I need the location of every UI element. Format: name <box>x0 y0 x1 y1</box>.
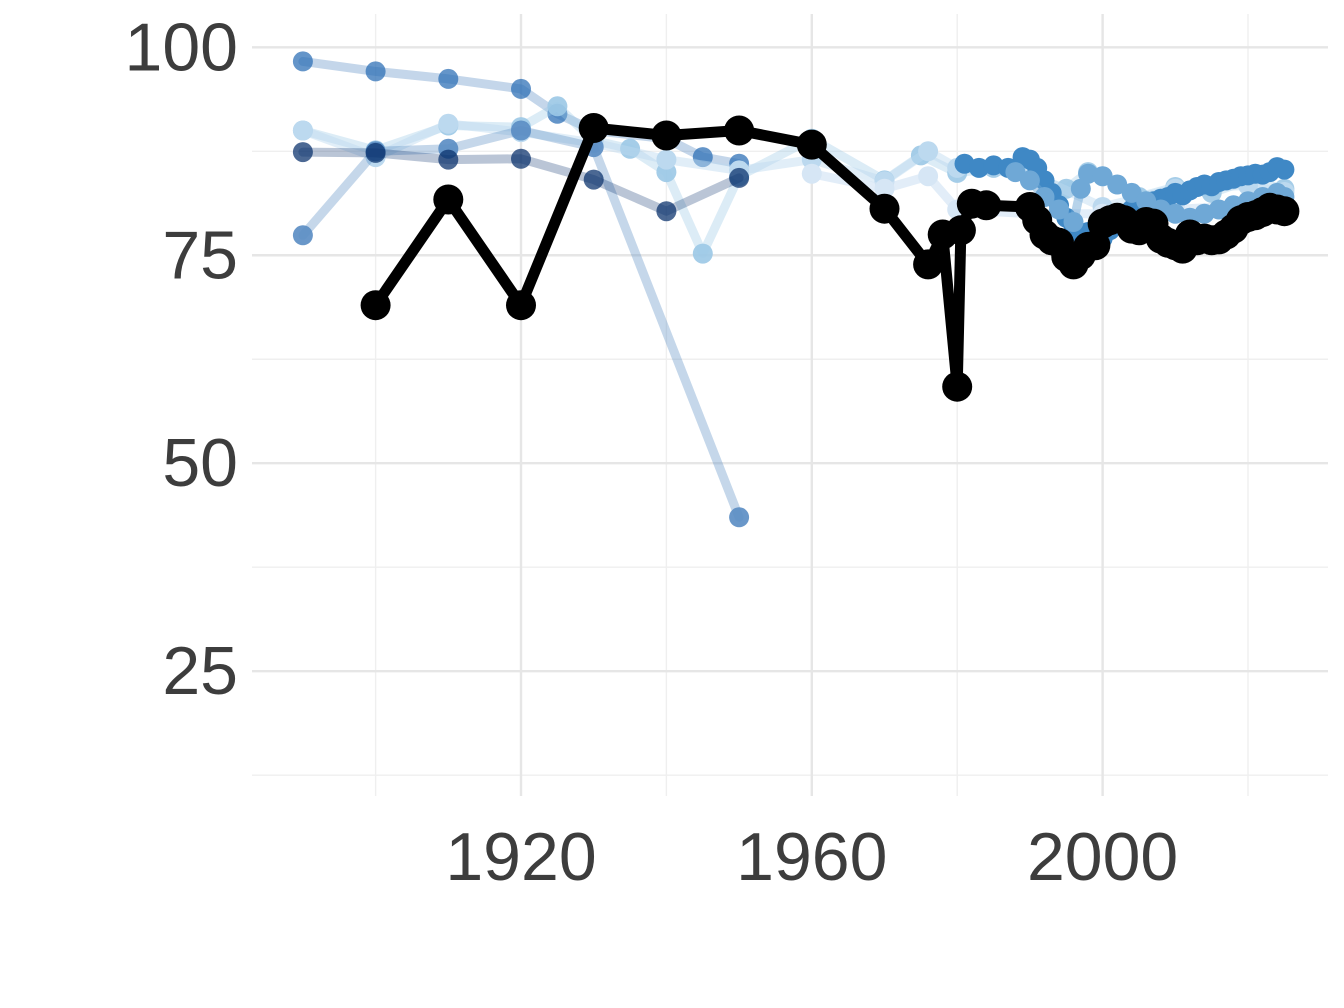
data-point <box>651 120 682 151</box>
data-point <box>506 290 536 321</box>
x-tick-label: 1960 <box>736 819 887 895</box>
data-point <box>1019 170 1040 191</box>
data-point <box>360 290 391 321</box>
axis-labels: 25 50 75 100 1920 1960 2000 <box>125 9 1179 895</box>
data-point <box>438 149 459 170</box>
data-point <box>874 178 895 199</box>
y-tick-label: 75 <box>162 217 238 293</box>
data-point <box>869 193 900 224</box>
data-point <box>913 249 944 280</box>
data-point <box>692 147 713 168</box>
y-tick-label: 100 <box>125 9 238 85</box>
data-point <box>945 215 976 246</box>
grid <box>252 14 1328 796</box>
data-point <box>729 167 750 188</box>
data-point <box>1274 159 1295 180</box>
x-tick-label: 1920 <box>445 819 596 895</box>
data-point <box>578 113 609 143</box>
data-point <box>511 78 531 99</box>
y-tick-label: 25 <box>162 633 238 709</box>
highlight-series <box>360 113 1300 402</box>
data-point <box>971 190 1002 221</box>
series-layer <box>292 51 1300 528</box>
series-8 <box>1005 162 1295 232</box>
data-point <box>583 169 604 190</box>
series-5 <box>292 142 750 222</box>
data-point <box>692 243 713 264</box>
data-point <box>656 149 677 170</box>
data-point <box>1136 191 1157 212</box>
data-point <box>547 96 568 117</box>
data-point <box>801 163 822 184</box>
data-point <box>433 184 464 215</box>
data-point <box>1269 196 1300 227</box>
x-tick-label: 2000 <box>1027 819 1178 895</box>
data-point <box>729 507 750 528</box>
data-point <box>918 141 939 162</box>
series-line <box>298 126 744 522</box>
series-line <box>370 122 1290 393</box>
data-point <box>918 166 939 187</box>
data-point <box>1063 212 1084 232</box>
data-point <box>1121 182 1142 203</box>
data-point <box>796 129 827 160</box>
data-point <box>1070 178 1091 199</box>
data-point <box>292 120 313 141</box>
data-point <box>511 148 531 169</box>
data-point <box>365 61 386 82</box>
data-point <box>292 225 313 246</box>
y-tick-label: 50 <box>162 425 238 501</box>
data-point <box>292 51 313 72</box>
data-point <box>365 142 386 163</box>
data-point <box>942 371 973 402</box>
data-point <box>438 68 459 89</box>
data-point <box>1092 166 1113 187</box>
data-point <box>1049 199 1069 220</box>
data-point <box>1107 174 1128 195</box>
data-point <box>511 120 531 141</box>
data-point <box>656 201 677 222</box>
data-point <box>292 142 313 163</box>
data-point <box>1005 162 1026 183</box>
data-point <box>620 138 641 159</box>
data-point <box>724 115 755 146</box>
data-point <box>438 113 459 134</box>
